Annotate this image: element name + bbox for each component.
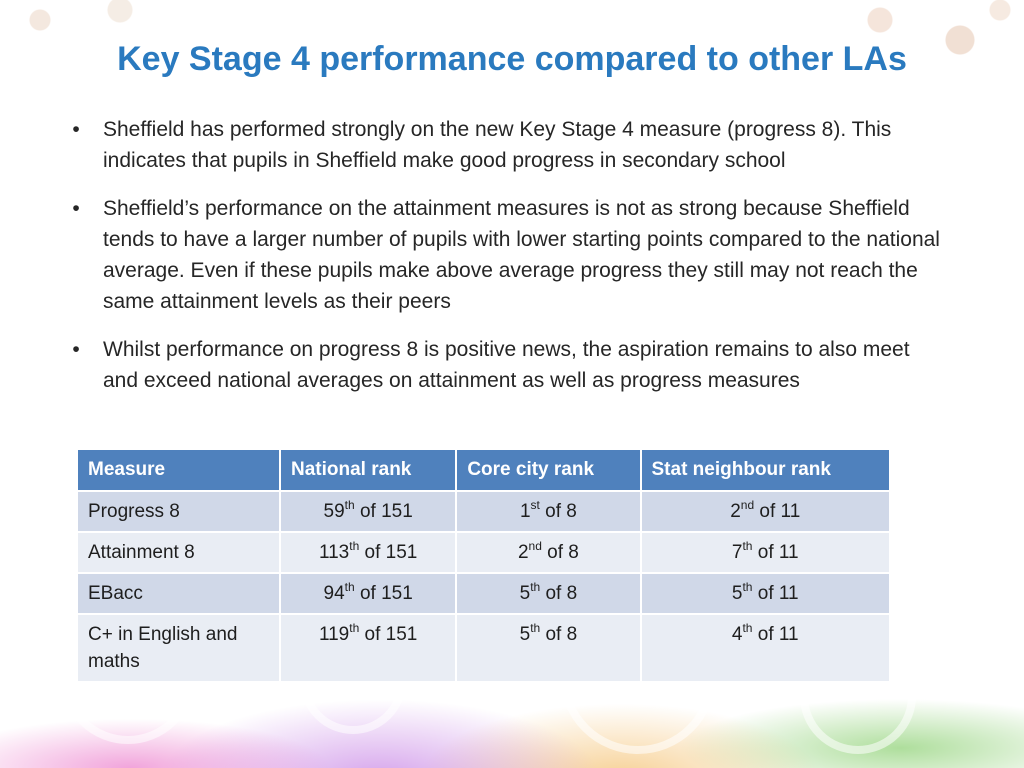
- measure-cell: Attainment 8: [76, 531, 281, 574]
- national-rank-cell: 113th of 151: [278, 531, 458, 574]
- national-rank-cell: 94th of 151: [278, 572, 458, 615]
- stat-neighbour-rank-cell: 4th of 11: [639, 613, 891, 683]
- column-header-core-city-rank: Core city rank: [455, 448, 642, 492]
- background-dots: [0, 0, 1024, 110]
- measure-cell: C+ in English and maths: [76, 613, 281, 683]
- column-header-measure: Measure: [76, 448, 281, 492]
- slide-title: Key Stage 4 performance compared to othe…: [117, 40, 907, 78]
- bullet-item: • Sheffield has performed strongly on th…: [70, 114, 950, 176]
- table-row: EBacc 94th of 151 5th of 8 5th of 11: [76, 572, 891, 615]
- bullet-list: • Sheffield has performed strongly on th…: [70, 114, 950, 413]
- table-row: C+ in English and maths 119th of 151 5th…: [76, 613, 891, 683]
- bullet-icon: •: [72, 338, 80, 361]
- core-city-rank-cell: 1st of 8: [455, 490, 642, 533]
- table-row: Attainment 8 113th of 151 2nd of 8 7th o…: [76, 531, 891, 574]
- table-row: Progress 8 59th of 151 1st of 8 2nd of 1…: [76, 490, 891, 533]
- council-watermark: Sheffield City Council: [483, 680, 639, 697]
- core-city-rank-cell: 5th of 8: [455, 572, 642, 615]
- bullet-item: • Whilst performance on progress 8 is po…: [70, 334, 950, 396]
- national-rank-cell: 59th of 151: [278, 490, 458, 533]
- stat-neighbour-rank-cell: 5th of 11: [639, 572, 891, 615]
- table-header-row: Measure National rank Core city rank Sta…: [76, 448, 891, 492]
- core-city-rank-cell: 5th of 8: [455, 613, 642, 683]
- column-header-national-rank: National rank: [278, 448, 458, 492]
- column-header-stat-neighbour-rank: Stat neighbour rank: [639, 448, 891, 492]
- bullet-text: Sheffield’s performance on the attainmen…: [103, 197, 940, 313]
- bullet-item: • Sheffield’s performance on the attainm…: [70, 193, 950, 317]
- ranking-table: Measure National rank Core city rank Sta…: [76, 448, 891, 683]
- stat-neighbour-rank-cell: 7th of 11: [639, 531, 891, 574]
- bullet-text: Whilst performance on progress 8 is posi…: [103, 338, 910, 392]
- national-rank-cell: 119th of 151: [278, 613, 458, 683]
- bullet-icon: •: [72, 197, 80, 220]
- core-city-rank-cell: 2nd of 8: [455, 531, 642, 574]
- measure-cell: Progress 8: [76, 490, 281, 533]
- measure-cell: EBacc: [76, 572, 281, 615]
- bullet-text: Sheffield has performed strongly on the …: [103, 118, 892, 172]
- stat-neighbour-rank-cell: 2nd of 11: [639, 490, 891, 533]
- bullet-icon: •: [72, 118, 80, 141]
